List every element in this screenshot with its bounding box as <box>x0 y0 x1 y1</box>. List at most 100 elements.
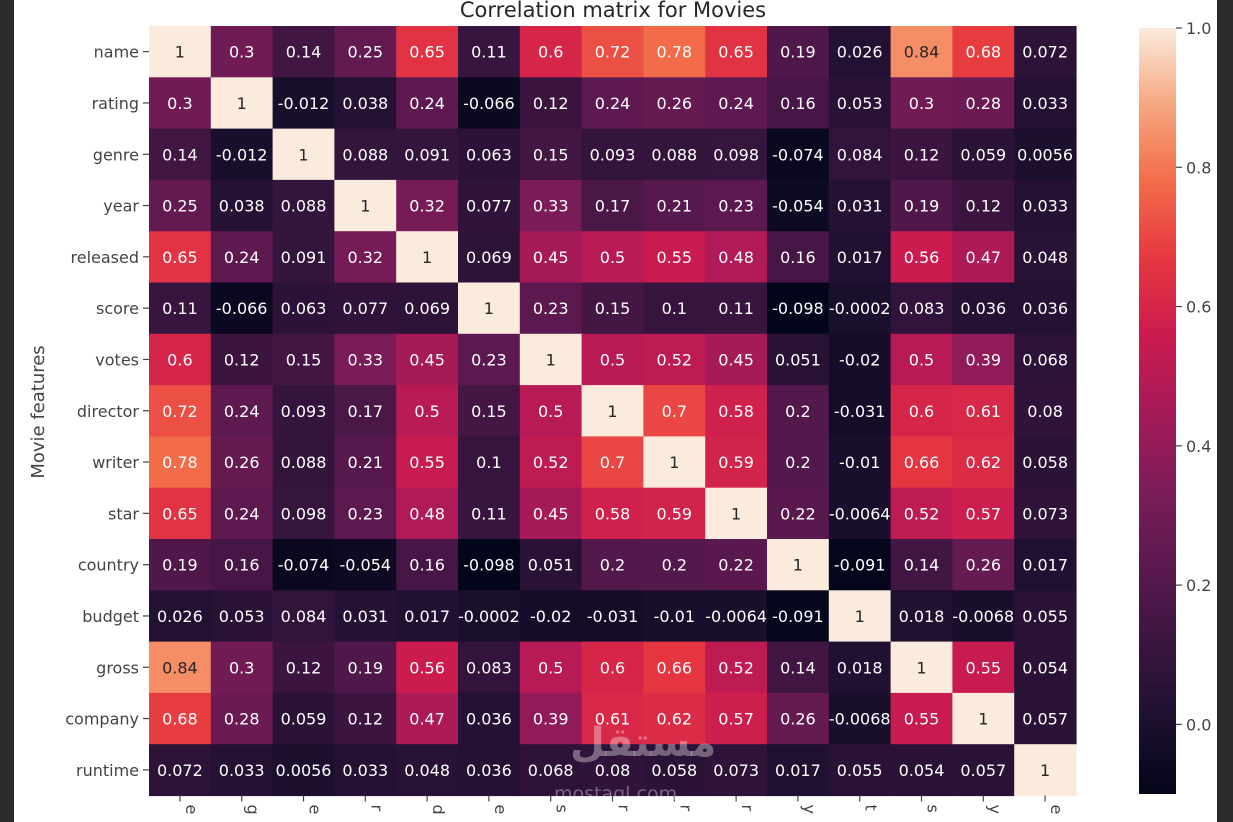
heatmap-cell-released-budget <box>828 231 892 284</box>
heatmap-cell-released-gross <box>890 231 953 284</box>
cell-annotation-score-released: 0.069 <box>404 299 450 318</box>
heatmap-cell-country-year <box>334 539 397 591</box>
cell-annotation-writer-year: 0.21 <box>347 453 383 472</box>
heatmap-cell-writer-votes <box>519 436 583 489</box>
heatmap-cell-year-rating <box>210 179 274 232</box>
heatmap-cell-director-star <box>705 385 768 437</box>
heatmap-cell-runtime-runtime <box>1014 744 1077 797</box>
heatmap-cell-year-score <box>458 179 521 232</box>
cell-annotation-country-votes: 0.051 <box>528 556 574 575</box>
colorbar-tick-label-1.0: 1.0 <box>1186 19 1211 38</box>
heatmap-cell-company-budget <box>828 692 892 745</box>
heatmap-cell-score-writer <box>643 282 706 335</box>
heatmap-cell-genre-country <box>767 128 830 181</box>
cell-annotation-country-year: -0.054 <box>340 556 392 575</box>
y-tick-label-budget: budget <box>82 607 139 626</box>
cell-annotation-votes-votes: 1 <box>546 350 556 369</box>
cell-annotation-name-votes: 0.6 <box>538 43 563 62</box>
cell-annotation-genre-score: 0.063 <box>466 145 512 164</box>
heatmap-cell-rating-writer <box>643 77 706 130</box>
heatmap-cell-votes-star <box>705 333 768 386</box>
cell-annotation-score-name: 0.11 <box>162 299 198 318</box>
cell-annotation-star-votes: 0.45 <box>533 504 569 523</box>
cell-annotation-year-director: 0.17 <box>595 197 631 216</box>
heatmap-cell-runtime-name <box>149 744 212 797</box>
cell-annotation-score-year: 0.077 <box>342 299 388 318</box>
cell-annotation-votes-country: 0.051 <box>775 350 821 369</box>
heatmap-cell-score-gross <box>890 282 953 335</box>
cell-annotation-genre-star: 0.098 <box>713 145 759 164</box>
cell-annotation-released-budget: 0.017 <box>837 248 883 267</box>
cell-annotation-country-budget: -0.091 <box>834 556 886 575</box>
heatmap-cell-year-year <box>334 179 397 232</box>
cell-annotation-score-runtime: 0.036 <box>1022 299 1068 318</box>
heatmap-cell-score-company <box>952 282 1015 335</box>
cell-annotation-name-gross: 0.84 <box>904 43 940 62</box>
cell-annotation-writer-runtime: 0.058 <box>1022 453 1068 472</box>
cell-annotation-writer-genre: 0.088 <box>281 453 327 472</box>
cell-annotation-gross-star: 0.52 <box>718 658 754 677</box>
cell-annotation-name-year: 0.25 <box>347 43 383 62</box>
cell-annotation-votes-gross: 0.5 <box>909 350 934 369</box>
heatmap-cell-writer-director <box>581 436 644 489</box>
heatmap-cell-gross-runtime <box>1014 641 1077 694</box>
cell-annotation-gross-budget: 0.018 <box>837 658 883 677</box>
heatmap-cell-director-released <box>396 385 459 437</box>
heatmap-cell-writer-rating <box>210 436 274 489</box>
cell-annotation-company-year: 0.12 <box>347 710 383 729</box>
heatmap-cell-score-name <box>149 282 212 335</box>
heatmap-cell-genre-genre <box>272 128 335 181</box>
chart-title: Correlation matrix for Movies <box>460 0 766 22</box>
y-tick-label-name: name <box>94 43 139 62</box>
colorbar-ticks: 0.0 0.2 0.4 0.6 0.8 1.0 <box>1176 19 1211 734</box>
heatmap-cell-rating-runtime <box>1014 77 1077 130</box>
cell-annotation-year-genre: 0.088 <box>281 197 327 216</box>
cell-annotation-star-budget: -0.0064 <box>829 504 891 523</box>
heatmap-cell-company-country <box>767 692 830 745</box>
heatmap-cell-budget-company <box>952 590 1015 643</box>
cell-annotation-name-released: 0.65 <box>409 43 445 62</box>
cell-annotation-director-company: 0.61 <box>965 402 1001 421</box>
cell-annotation-runtime-country: 0.017 <box>775 761 821 780</box>
cell-annotation-director-runtime: 0.08 <box>1027 402 1063 421</box>
heatmap-cell-company-votes <box>519 692 583 745</box>
cell-annotation-company-gross: 0.55 <box>904 710 940 729</box>
x-tick-label-star: r <box>738 805 757 812</box>
cell-annotation-score-gross: 0.083 <box>899 299 945 318</box>
cell-annotation-country-released: 0.16 <box>409 556 445 575</box>
heatmap-cell-year-writer <box>643 179 706 232</box>
heatmap-cell-score-budget <box>828 282 892 335</box>
cell-annotation-year-runtime: 0.033 <box>1022 197 1068 216</box>
cell-annotation-year-released: 0.32 <box>409 197 445 216</box>
cell-annotation-genre-director: 0.093 <box>590 145 636 164</box>
cell-annotation-year-year: 1 <box>360 197 370 216</box>
cell-annotation-released-runtime: 0.048 <box>1022 248 1068 267</box>
heatmap-cell-runtime-votes <box>519 744 583 797</box>
cell-annotation-score-votes: 0.23 <box>533 299 569 318</box>
heatmap-cell-score-country <box>767 282 830 335</box>
cell-annotation-runtime-year: 0.033 <box>342 761 388 780</box>
heatmap-cell-name-year <box>334 26 397 78</box>
heatmap-cell-budget-writer <box>643 590 706 643</box>
cell-annotation-name-genre: 0.14 <box>286 43 322 62</box>
heatmap-cell-released-score <box>458 231 521 284</box>
cell-annotation-released-score: 0.069 <box>466 248 512 267</box>
heatmap-cell-runtime-company <box>952 744 1015 797</box>
cell-annotation-director-director: 1 <box>607 402 617 421</box>
heatmap-cell-gross-company <box>952 641 1015 694</box>
heatmap-cell-score-director <box>581 282 644 335</box>
heatmap-cell-writer-genre <box>272 436 335 489</box>
cell-annotation-budget-gross: 0.018 <box>899 607 945 626</box>
heatmap-cell-country-gross <box>890 539 953 591</box>
heatmap-cell-votes-year <box>334 333 397 386</box>
y-tick-label-company: company <box>65 710 139 729</box>
heatmap-cell-rating-budget <box>828 77 892 130</box>
heatmap-cell-star-director <box>581 487 644 540</box>
heatmap-cell-country-votes <box>519 539 583 591</box>
cell-annotation-score-director: 0.15 <box>595 299 631 318</box>
cell-annotation-runtime-writer: 0.058 <box>651 761 697 780</box>
cell-annotation-votes-name: 0.6 <box>167 350 192 369</box>
cell-annotation-votes-genre: 0.15 <box>286 350 322 369</box>
cell-annotation-votes-star: 0.45 <box>718 350 754 369</box>
cell-annotation-company-runtime: 0.057 <box>1022 710 1068 729</box>
